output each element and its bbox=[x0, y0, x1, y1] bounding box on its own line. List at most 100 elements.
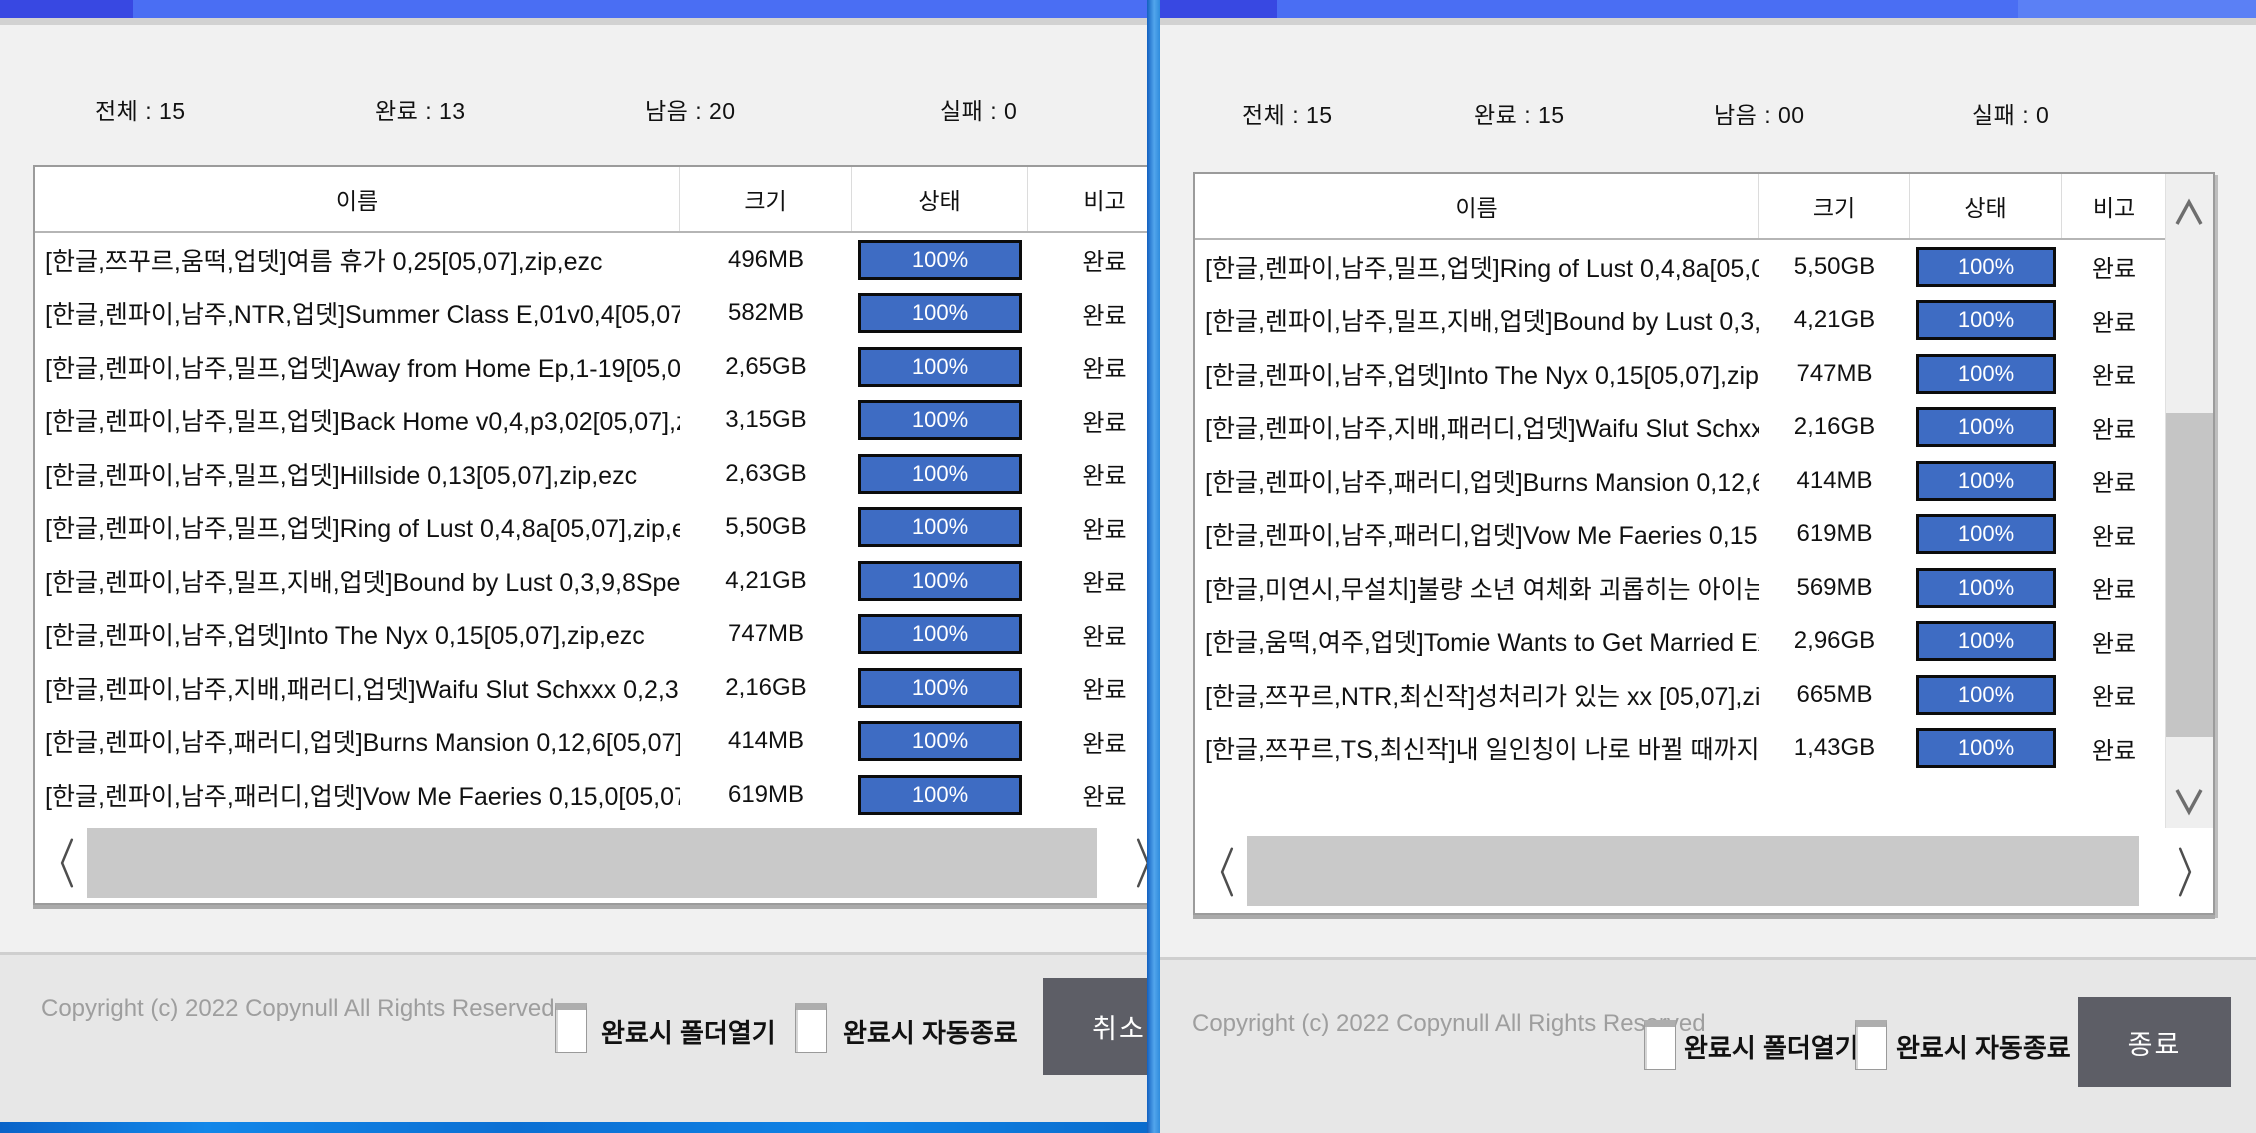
header-size[interactable]: 크기 bbox=[1759, 174, 1910, 238]
file-size: 414MB bbox=[727, 727, 805, 755]
progress-cell: 100% bbox=[852, 560, 1028, 601]
progress-label: 100% bbox=[911, 407, 969, 433]
window-titlebar[interactable] bbox=[0, 0, 1147, 18]
file-size: 747MB bbox=[1796, 359, 1873, 387]
table-row[interactable]: [한글,렌파이,남주,업뎃]Into The Nyx 0,15[05,07],z… bbox=[35, 608, 1147, 662]
status-note: 완료 bbox=[2091, 684, 2137, 712]
progress-cell: 100% bbox=[1910, 460, 2062, 501]
progress-cell: 100% bbox=[1910, 514, 2062, 555]
copyright-text: Copyright (c) 2022 Copynull All Rights R… bbox=[41, 995, 555, 1022]
file-name: [한글,렌파이,남주,지배,패러디,업뎃]Waifu Slut Schxxx 0… bbox=[1205, 415, 1759, 444]
table-row[interactable]: [한글,렌파이,남주,지배,패러디,업뎃]Waifu Slut Schxxx 0… bbox=[1195, 401, 2168, 455]
progress-bar: 100% bbox=[858, 507, 1022, 548]
file-size: 569MB bbox=[1796, 573, 1873, 601]
titlebar-segment bbox=[0, 0, 133, 18]
scroll-up-icon[interactable] bbox=[2172, 192, 2206, 242]
table-row[interactable]: [한글,움떡,여주,업뎃]Tomie Wants to Get Married … bbox=[1195, 615, 2168, 669]
header-name[interactable]: 이름 bbox=[35, 167, 680, 231]
progress-cell: 100% bbox=[1910, 300, 2062, 341]
scroll-right-icon[interactable] bbox=[1127, 834, 1147, 892]
progress-cell: 100% bbox=[1910, 246, 2062, 287]
progress-cell: 100% bbox=[852, 507, 1028, 548]
window-titlebar[interactable] bbox=[1160, 0, 2256, 18]
titlebar-segment-light bbox=[2018, 0, 2256, 18]
open-folder-checkbox[interactable] bbox=[1644, 1020, 1676, 1070]
open-folder-label: 완료시 폴더열기 bbox=[1684, 1033, 1859, 1063]
scroll-left-icon[interactable] bbox=[49, 834, 83, 892]
scrollbar-track[interactable] bbox=[1247, 836, 2139, 906]
file-size: 2,96GB bbox=[1793, 627, 1876, 655]
progress-label: 100% bbox=[911, 621, 969, 647]
file-size: 414MB bbox=[1796, 466, 1873, 494]
table-row[interactable]: [한글,렌파이,남주,NTR,업뎃]Summer Class E,01v0,4[… bbox=[35, 287, 1147, 341]
file-name: [한글,렌파이,남주,업뎃]Into The Nyx 0,15[05,07],z… bbox=[45, 622, 645, 651]
progress-label: 100% bbox=[911, 514, 969, 540]
table-row[interactable]: [한글,렌파이,남주,패러디,업뎃]Burns Mansion 0,12,6[0… bbox=[35, 715, 1147, 769]
table-row[interactable]: [한글,렌파이,남주,밀프,업뎃]Ring of Lust 0,4,8a[05,… bbox=[35, 501, 1147, 555]
file-name: [한글,쯔꾸르,움떡,업뎃]여름 휴가 0,25[05,07],zip,ezc bbox=[45, 247, 603, 276]
progress-bar: 100% bbox=[1916, 300, 2056, 341]
horizontal-scrollbar[interactable] bbox=[35, 822, 1147, 903]
table-row[interactable]: [한글,렌파이,남주,패러디,업뎃]Vow Me Faeries 0,15,0[… bbox=[35, 768, 1147, 822]
auto-close-checkbox[interactable] bbox=[795, 1003, 827, 1053]
file-name: [한글,렌파이,남주,밀프,업뎃]Back Home v0,4,p3,02[05… bbox=[45, 408, 680, 437]
file-size: 1,43GB bbox=[1793, 734, 1876, 762]
file-name: [한글,렌파이,남주,밀프,업뎃]Away from Home Ep,1-19[… bbox=[45, 354, 680, 383]
header-name[interactable]: 이름 bbox=[1195, 174, 1759, 238]
table-row[interactable]: [한글,렌파이,남주,패러디,업뎃]Burns Mansion 0,12,6[0… bbox=[1195, 454, 2168, 508]
table-row[interactable]: [한글,렌파이,남주,밀프,지배,업뎃]Bound by Lust 0,3,9,… bbox=[35, 554, 1147, 608]
table-row[interactable]: [한글,쯔꾸르,NTR,최신작]성처리가 있는 xx [05,07],zip,e… bbox=[1195, 668, 2168, 722]
status-note: 완료 bbox=[2091, 470, 2137, 498]
table-row[interactable]: [한글,렌파이,남주,밀프,업뎃]Back Home v0,4,p3,02[05… bbox=[35, 394, 1147, 448]
table-row[interactable]: [한글,쯔꾸르,움떡,업뎃]여름 휴가 0,25[05,07],zip,ezc … bbox=[35, 233, 1147, 287]
file-name: [한글,렌파이,남주,패러디,업뎃]Burns Mansion 0,12,6[0… bbox=[45, 729, 680, 758]
window-border-strip bbox=[0, 18, 1147, 25]
progress-label: 100% bbox=[1957, 307, 2015, 333]
table-row[interactable]: [한글,쯔꾸르,TS,최신작]내 일인칭이 나로 바뀔 때까지 1,02[05 … bbox=[1195, 722, 2168, 776]
table-row[interactable]: [한글,렌파이,남주,밀프,업뎃]Away from Home Ep,1-19[… bbox=[35, 340, 1147, 394]
progress-label: 100% bbox=[911, 674, 969, 700]
progress-label: 100% bbox=[911, 567, 969, 593]
file-name: [한글,렌파이,남주,패러디,업뎃]Vow Me Faeries 0,15,0[… bbox=[45, 782, 680, 811]
cancel-button[interactable]: 취소 bbox=[1043, 978, 1147, 1075]
header-note[interactable]: 비고 bbox=[1083, 188, 1126, 214]
scrollbar-track[interactable] bbox=[87, 828, 1097, 898]
stat-total: 전체 : 15 bbox=[95, 98, 186, 124]
table-row[interactable]: [한글,렌파이,남주,지배,패러디,업뎃]Waifu Slut Schxxx 0… bbox=[35, 661, 1147, 715]
scroll-left-icon[interactable] bbox=[1209, 843, 1243, 901]
file-size: 2,16GB bbox=[725, 673, 807, 701]
vertical-scrollbar[interactable] bbox=[2165, 174, 2213, 828]
progress-label: 100% bbox=[911, 353, 969, 379]
header-status[interactable]: 상태 bbox=[1910, 174, 2062, 238]
status-note: 완료 bbox=[1082, 784, 1127, 812]
scroll-down-icon[interactable] bbox=[2172, 772, 2206, 822]
file-size: 747MB bbox=[727, 620, 805, 648]
open-folder-checkbox[interactable] bbox=[555, 1003, 587, 1053]
horizontal-scrollbar[interactable] bbox=[1195, 830, 2213, 913]
progress-label: 100% bbox=[911, 781, 969, 807]
table-row[interactable]: [한글,렌파이,남주,업뎃]Into The Nyx 0,15[05,07],z… bbox=[1195, 347, 2168, 401]
file-name: [한글,렌파이,남주,NTR,업뎃]Summer Class E,01v0,4[… bbox=[45, 301, 680, 330]
scrollbar-thumb[interactable] bbox=[2166, 413, 2213, 737]
file-name: [한글,움떡,여주,업뎃]Tomie Wants to Get Married … bbox=[1205, 629, 1759, 658]
progress-label: 100% bbox=[1957, 360, 2015, 386]
header-size[interactable]: 크기 bbox=[680, 167, 852, 231]
status-note: 완료 bbox=[1082, 356, 1127, 384]
header-note[interactable]: 비고 bbox=[2092, 195, 2136, 221]
table-row[interactable]: [한글,렌파이,남주,밀프,업뎃]Ring of Lust 0,4,8a[05,… bbox=[1195, 240, 2168, 294]
table-row[interactable]: [한글,렌파이,남주,밀프,지배,업뎃]Bound by Lust 0,3,9,… bbox=[1195, 294, 2168, 348]
table-row[interactable]: [한글,미연시,무설치]불량 소년 여체화 괴롭히는 아이는 조x히 569MB… bbox=[1195, 561, 2168, 615]
table-row[interactable]: [한글,렌파이,남주,패러디,업뎃]Vow Me Faeries 0,15,0[… bbox=[1195, 508, 2168, 562]
status-note: 완료 bbox=[1082, 302, 1127, 330]
open-folder-label: 완료시 폴더열기 bbox=[601, 1018, 776, 1048]
progress-label: 100% bbox=[1957, 735, 2015, 761]
file-name: [한글,렌파이,남주,밀프,업뎃]Hillside 0,13[05,07],zi… bbox=[45, 461, 638, 490]
scroll-right-icon[interactable] bbox=[2169, 843, 2203, 901]
download-list: 이름 크기 상태 비고 [한글,렌파이,남주,밀프,업뎃]Ring of Lus… bbox=[1193, 172, 2215, 915]
progress-label: 100% bbox=[911, 300, 969, 326]
progress-bar: 100% bbox=[1916, 407, 2056, 448]
close-button[interactable]: 종료 bbox=[2078, 997, 2231, 1087]
table-row[interactable]: [한글,렌파이,남주,밀프,업뎃]Hillside 0,13[05,07],zi… bbox=[35, 447, 1147, 501]
header-status[interactable]: 상태 bbox=[852, 167, 1028, 231]
auto-close-checkbox[interactable] bbox=[1855, 1020, 1887, 1070]
